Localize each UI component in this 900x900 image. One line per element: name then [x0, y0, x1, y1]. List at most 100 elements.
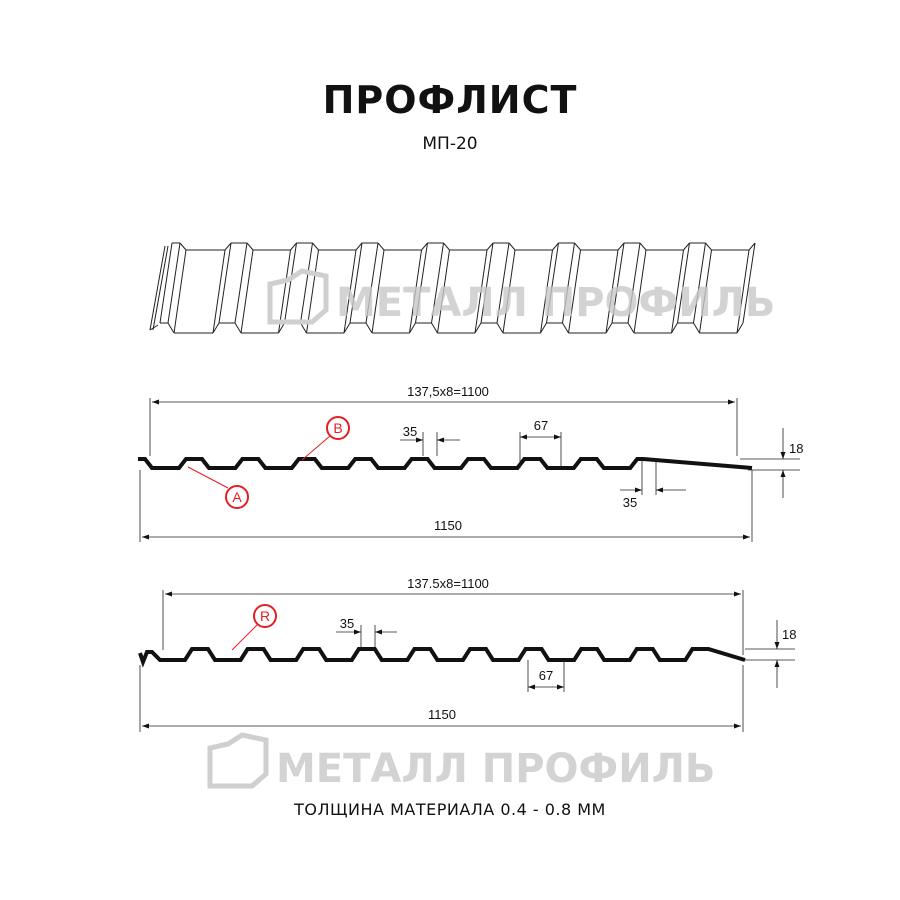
callout-b: B — [301, 416, 350, 461]
pitch-dimension-label: 137,5x8=1100 — [407, 384, 489, 399]
sheet-edge — [568, 249, 581, 334]
sheet-edge — [284, 242, 297, 324]
sheet-edge — [540, 322, 547, 334]
sheet-edge — [627, 242, 641, 324]
sheet-edge — [365, 242, 379, 324]
page-title: ПРОФЛИСТ — [322, 78, 578, 122]
sheet-edge — [415, 242, 428, 324]
sheet-edge — [736, 322, 744, 334]
trough-width-label: 67 — [534, 418, 548, 433]
sheet-edge — [671, 249, 684, 334]
watermark-text: МЕТАЛЛ ПРОФИЛЬ — [276, 746, 715, 792]
trough-width-label: 67 — [539, 668, 553, 683]
sheet-edge — [343, 249, 357, 334]
crest-width-label-2: 35 — [623, 495, 637, 510]
sheet-edge — [611, 242, 625, 324]
sheet-edge — [693, 242, 706, 324]
sheet-edge — [562, 242, 575, 324]
profile-a-line — [138, 457, 753, 470]
sheet-edge — [748, 242, 756, 251]
sheet-edge — [159, 242, 173, 324]
sheet-edge — [431, 322, 438, 334]
sheet-edge — [742, 242, 756, 324]
sheet-edge — [212, 322, 220, 334]
sheet-edge — [502, 249, 516, 334]
sheet-edge — [224, 242, 232, 251]
sheet-edge — [705, 242, 712, 251]
callout-a: A — [187, 466, 249, 509]
sheet-edge — [639, 242, 647, 251]
sheet-edge — [149, 245, 166, 331]
sheet-edge — [671, 322, 678, 334]
sheet-edge — [683, 242, 690, 251]
sheet-edge — [474, 322, 482, 334]
sheet-edge — [179, 242, 187, 251]
sheet-edge — [234, 322, 242, 334]
sheet-edge — [605, 322, 613, 334]
height-label: 18 — [789, 441, 803, 456]
sheet-edge — [278, 249, 291, 334]
sheet-edge — [306, 249, 319, 334]
material-thickness-note: ТОЛЩИНА МАТЕРИАЛА 0.4 - 0.8 ММ — [294, 800, 606, 819]
sheet-edge — [409, 249, 422, 334]
sheet-edge — [212, 249, 226, 334]
sheet-edge — [627, 322, 635, 334]
sheet-edge — [437, 249, 450, 334]
sheet-edge — [218, 242, 232, 324]
sheet-edge — [633, 249, 647, 334]
sheet-edge — [312, 242, 319, 251]
watermark-logo-icon — [267, 268, 329, 325]
sheet-edge — [246, 242, 254, 251]
sheet-edge — [431, 242, 444, 324]
sheet-edge — [149, 324, 159, 331]
profile-b: 137.5x8=1100 1150 35 67 18 R — [138, 576, 796, 732]
sheet-edge — [290, 242, 297, 251]
height-label: 18 — [782, 627, 796, 642]
watermark-text: МЕТАЛЛ ПРОФИЛЬ — [336, 280, 775, 326]
svg-text:R: R — [260, 608, 270, 624]
pitch-dimension-label: 137.5x8=1100 — [407, 576, 489, 591]
sheet-edge — [552, 242, 559, 251]
sheet-edge — [377, 242, 385, 251]
sheet-edge — [605, 249, 619, 334]
profile-b-line — [138, 647, 746, 668]
sheet-edge — [693, 322, 700, 334]
sheet-edge — [480, 242, 494, 324]
sheet-edge — [365, 322, 373, 334]
sheet-edge — [234, 242, 248, 324]
watermark-1: МЕТАЛЛ ПРОФИЛЬ — [267, 268, 775, 326]
sheet-edge — [443, 242, 450, 251]
total-width-label: 1150 — [434, 518, 462, 533]
sheet-edge — [699, 249, 712, 334]
sheet-edge — [278, 322, 285, 334]
svg-text:B: B — [333, 420, 342, 436]
callout-r: R — [231, 604, 277, 651]
sheet-edge — [540, 249, 553, 334]
sheet-edge — [300, 242, 313, 324]
sheet-edge — [240, 249, 254, 334]
sheet-edge — [173, 249, 187, 334]
sheet-edge — [167, 242, 181, 324]
sheet-edge — [167, 322, 175, 334]
sheet-edge — [421, 242, 428, 251]
sheet-edge — [355, 242, 363, 251]
sheet-edge — [486, 242, 494, 251]
sheet-edge — [474, 249, 488, 334]
sheet-edge — [574, 242, 581, 251]
sheet-edge — [496, 322, 504, 334]
watermark-logo-icon — [207, 732, 269, 789]
sheet-edge — [300, 322, 307, 334]
crest-width-label: 35 — [340, 616, 354, 631]
sheet-edge — [152, 245, 169, 331]
sheet-edge — [677, 242, 690, 324]
profile-a: 137,5x8=1100 1150 35 67 35 18 A B — [138, 384, 803, 542]
model-subtitle: МП-20 — [422, 134, 478, 154]
sheet-edge — [562, 322, 569, 334]
total-width-label: 1150 — [428, 707, 456, 722]
sheet-edge — [496, 242, 510, 324]
crest-width-label: 35 — [403, 424, 417, 439]
sheet-3d-view — [149, 242, 756, 334]
svg-text:A: A — [232, 489, 242, 505]
sheet-edge — [343, 322, 351, 334]
sheet-edge — [508, 242, 516, 251]
